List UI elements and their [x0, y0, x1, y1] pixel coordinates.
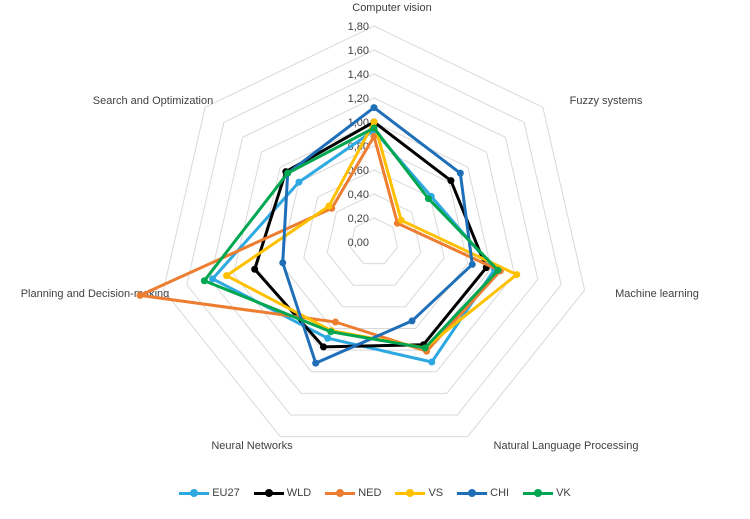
tick-label: 0,00	[348, 237, 369, 249]
data-point	[370, 118, 378, 126]
legend-item: CHI	[457, 487, 509, 499]
series-line	[211, 128, 497, 364]
grid-ring	[279, 145, 469, 329]
data-point	[319, 343, 327, 351]
grid-ring	[350, 217, 398, 265]
data-point	[279, 259, 287, 267]
legend-swatch	[179, 488, 210, 498]
legend-label: CHI	[490, 487, 510, 499]
legend-swatch	[253, 488, 284, 498]
legend-item: NED	[325, 487, 381, 499]
legend-label: VS	[428, 487, 444, 499]
tick-label: 1,00	[348, 117, 369, 129]
data-point	[331, 318, 339, 326]
data-point	[424, 195, 432, 203]
tick-label: 0,40	[348, 189, 369, 201]
series-line	[202, 126, 500, 350]
series-lines	[136, 104, 521, 367]
data-point	[223, 272, 231, 280]
tick-label: 1,80	[348, 21, 369, 33]
data-point	[251, 265, 259, 273]
grid-ring	[186, 49, 562, 416]
chart-legend: EU27 WLD NED VS CHI VK	[0, 487, 750, 499]
legend-item: VS	[395, 487, 443, 499]
category-label: Fuzzy systems	[570, 95, 643, 107]
radar-grid	[162, 25, 586, 438]
data-point	[456, 169, 464, 177]
grid-ring	[303, 169, 445, 308]
category-label: Neural Networks	[211, 440, 293, 452]
data-point	[370, 104, 378, 112]
data-point	[200, 277, 208, 285]
tick-label: 1,20	[348, 93, 369, 105]
series-line	[253, 120, 488, 349]
category-labels: Computer vision Fuzzy systems Machine lear…	[21, 2, 699, 452]
data-point	[295, 178, 303, 186]
legend-item: VK	[523, 487, 571, 499]
data-point	[428, 358, 436, 366]
data-point	[209, 275, 217, 283]
category-label: Planning and Decision-making	[21, 288, 170, 300]
series-vk	[200, 124, 502, 352]
data-point	[284, 169, 292, 177]
legend-swatch	[325, 488, 356, 498]
tick-label: 1,60	[348, 45, 369, 57]
data-point	[408, 317, 416, 325]
radial-axis-ticks: 0,000,200,400,600,801,001,201,401,601,80	[348, 21, 369, 249]
category-label: Computer vision	[352, 2, 431, 14]
tick-label: 0,20	[348, 213, 369, 225]
data-point	[421, 344, 429, 352]
data-point	[468, 260, 476, 268]
legend-label: NED	[358, 487, 382, 499]
legend-swatch	[523, 488, 554, 498]
legend-label: WLD	[286, 487, 312, 499]
legend-label: EU27	[212, 487, 240, 499]
grid-ring	[209, 73, 539, 394]
data-point	[327, 328, 335, 336]
data-point	[370, 132, 378, 140]
legend-label: VK	[556, 487, 571, 499]
series-line	[281, 106, 474, 365]
data-point	[513, 271, 521, 279]
grid-ring	[162, 25, 586, 438]
data-point	[312, 359, 320, 367]
data-point	[325, 202, 333, 210]
legend-swatch	[395, 488, 426, 498]
tick-label: 1,40	[348, 69, 369, 81]
legend-item: EU27	[179, 487, 240, 499]
legend-item: WLD	[253, 487, 312, 499]
data-point	[136, 291, 144, 299]
data-point	[397, 216, 405, 224]
data-point	[494, 266, 502, 274]
data-point	[447, 177, 455, 185]
series-line	[138, 134, 502, 353]
grid-ring	[326, 193, 422, 286]
data-point	[370, 124, 378, 132]
category-label: Search and Optimization	[93, 95, 213, 107]
legend-swatch	[457, 488, 488, 498]
grid-ring	[233, 97, 515, 373]
category-label: Natural Language Processing	[494, 440, 639, 452]
data-point	[324, 334, 332, 342]
category-label: Machine learning	[615, 288, 699, 300]
